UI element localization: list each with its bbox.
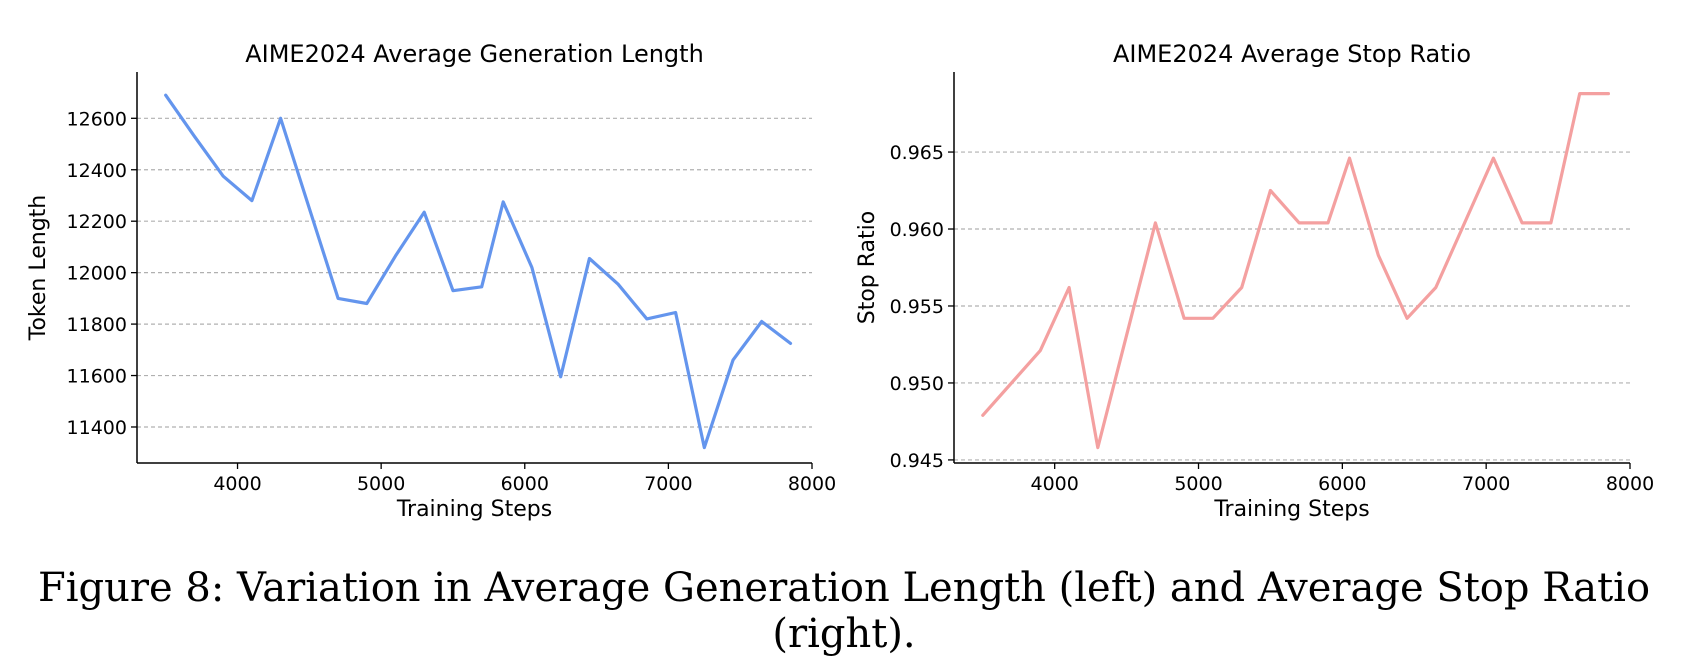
x-axis-label: Training Steps (396, 497, 552, 522)
chart-title: AIME2024 Average Generation Length (245, 40, 704, 68)
y-axis-label: Token Length (26, 195, 51, 341)
x-tick-label: 7000 (1462, 473, 1510, 495)
y-axis-label: Stop Ratio (855, 211, 880, 325)
figure-caption: Figure 8: Variation in Average Generatio… (0, 565, 1688, 657)
y-tick-label: 11800 (67, 314, 127, 336)
x-tick-label: 5000 (1174, 473, 1222, 495)
stop-ratio-chart: 0.945 0.950 0.955 0.960 0.965 4000 5000 6000 700… (855, 40, 1654, 522)
generation-length-chart: 11400 11600 11800 12000 12200 12400 12600 4000 5… (26, 40, 836, 522)
chart-title: AIME2024 Average Stop Ratio (1113, 40, 1471, 68)
y-tick-label: 11400 (67, 417, 127, 439)
x-tick-label: 6000 (1318, 473, 1366, 495)
y-tick-label: 0.950 (890, 373, 944, 395)
y-tick-label: 0.945 (890, 450, 944, 472)
x-tick-label: 4000 (213, 473, 261, 495)
x-tick-label: 7000 (644, 473, 692, 495)
x-tick-label: 8000 (788, 473, 836, 495)
series-line (166, 95, 791, 447)
y-tick-label: 11600 (67, 366, 127, 388)
y-tick-label: 12200 (67, 211, 127, 233)
y-tick-label: 0.965 (890, 142, 944, 164)
x-tick-label: 4000 (1031, 473, 1079, 495)
y-tick-label: 12600 (67, 108, 127, 130)
x-tick-label: 8000 (1606, 473, 1654, 495)
x-axis-label: Training Steps (1213, 497, 1369, 522)
y-tick-label: 12000 (67, 263, 127, 285)
series-line (983, 94, 1609, 448)
y-tick-label: 12400 (67, 160, 127, 182)
x-tick-label: 6000 (501, 473, 549, 495)
y-tick-label: 0.955 (890, 296, 944, 318)
y-tick-label: 0.960 (890, 219, 944, 241)
x-tick-label: 5000 (357, 473, 405, 495)
